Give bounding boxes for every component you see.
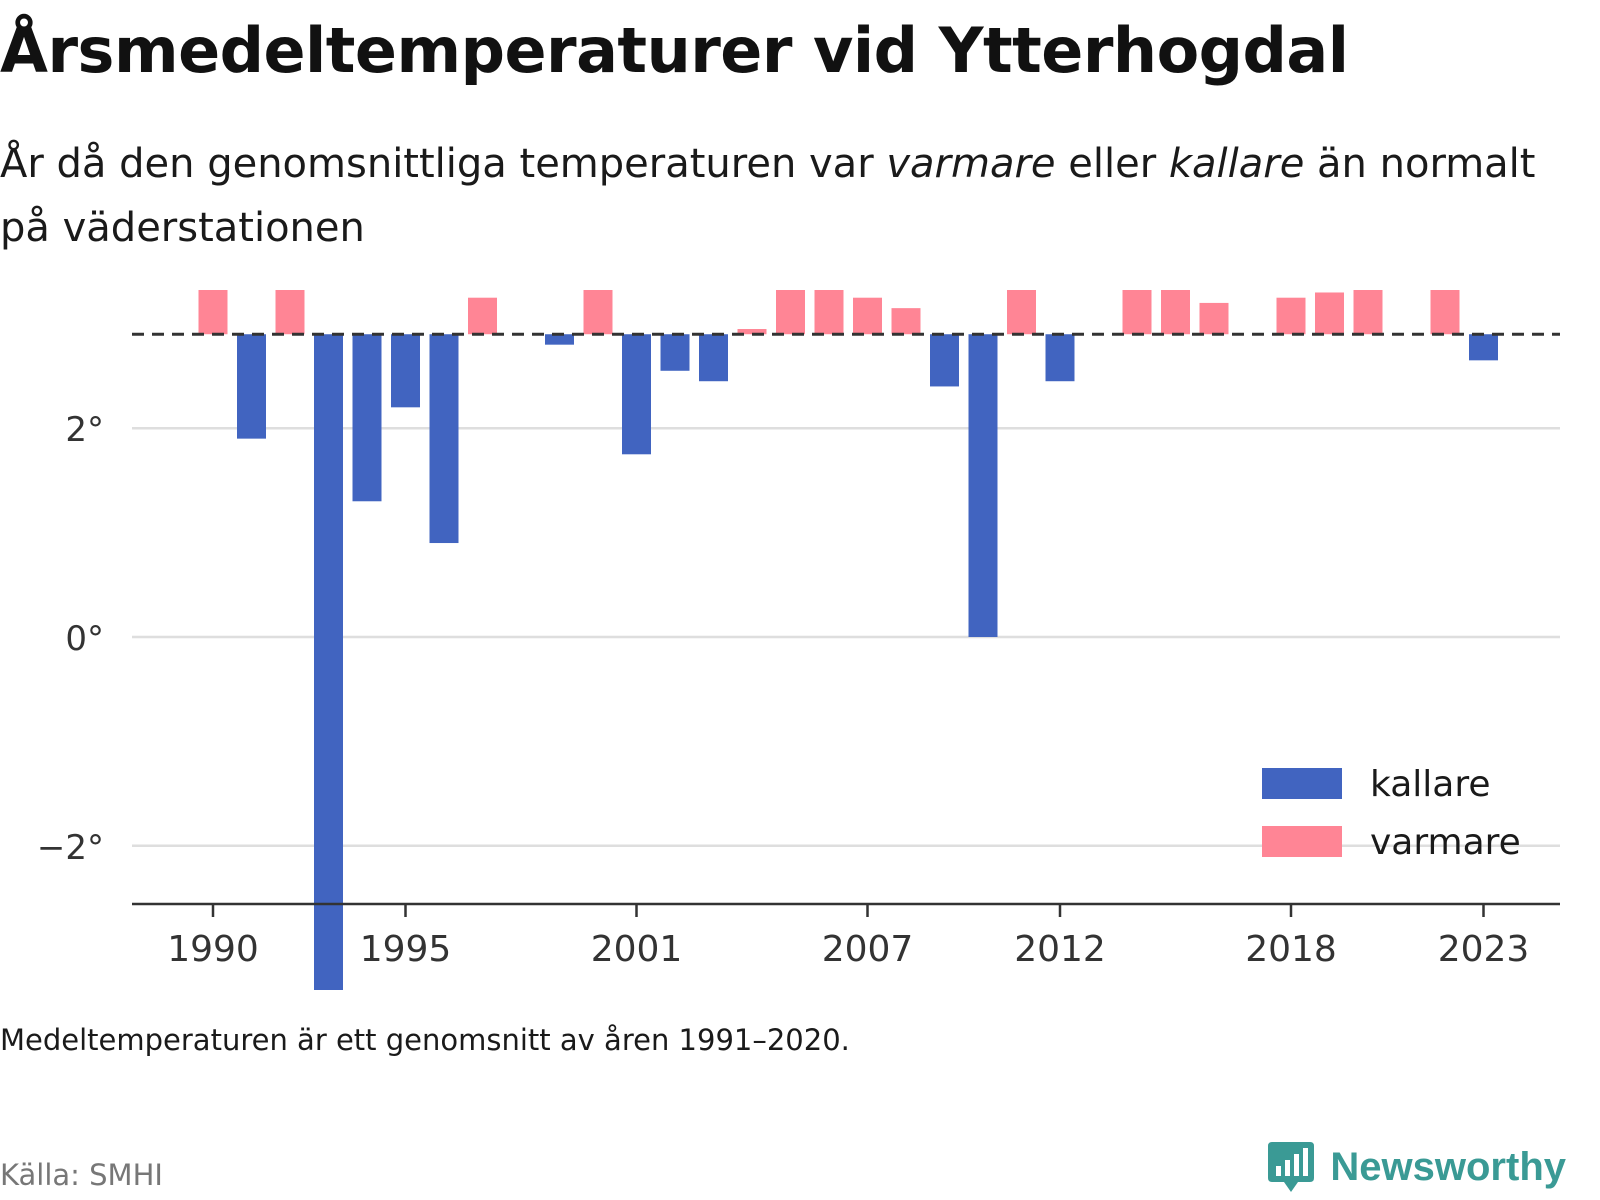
bar-2008: [891, 308, 921, 335]
bar-2012: [1045, 334, 1075, 382]
x-tick-label: 2001: [591, 929, 683, 970]
bar-1996: [429, 334, 459, 544]
bar-2014: [1122, 290, 1152, 335]
bar-1990: [198, 290, 228, 335]
x-tick-label: 2012: [1014, 929, 1106, 970]
x-axis-ticks: 1990 1995 2001 2007 2012 2018 2023: [167, 904, 1529, 970]
chart-subtitle: År då den genomsnittliga temperaturen va…: [0, 132, 1560, 260]
legend-label-kallare: kallare: [1370, 764, 1491, 805]
legend-label-varmare: varmare: [1370, 822, 1521, 863]
bar-2009: [930, 334, 959, 387]
y-tick-label: −2°: [37, 828, 104, 868]
subtitle-part1: År då den genomsnittliga temperaturen va…: [0, 141, 887, 187]
bar-1991: [237, 334, 266, 439]
newsworthy-logo: Newsworthy: [1266, 1138, 1566, 1196]
y-tick-label: 2°: [65, 410, 104, 450]
source-label: Källa: SMHI: [0, 1158, 163, 1192]
bar-2003: [699, 334, 728, 382]
subtitle-part2: eller: [1055, 141, 1169, 187]
x-tick-label: 1990: [167, 929, 259, 970]
legend-swatch-varmare: [1262, 826, 1342, 857]
bar-2015: [1161, 290, 1190, 335]
subtitle-warm-word: varmare: [886, 141, 1056, 187]
bar-1992: [275, 290, 305, 335]
y-axis-ticks: 6°4°2°0°−2°−4°: [37, 410, 104, 868]
x-tick-label: 2007: [822, 929, 914, 970]
chart-title: Årsmedeltemperaturer vid Ytterhogdal: [0, 14, 1349, 87]
bar-2019: [1315, 292, 1344, 335]
bar-2005: [776, 290, 805, 335]
x-tick-label: 2018: [1245, 929, 1337, 970]
bar-2018: [1276, 297, 1306, 335]
newsworthy-chart-icon: [1268, 1142, 1315, 1192]
bar-1995: [391, 334, 420, 408]
bar-2010: [968, 334, 998, 637]
brand-name: Newsworthy: [1330, 1144, 1566, 1189]
bar-2007: [853, 297, 882, 335]
bar-2011: [1007, 290, 1036, 335]
x-tick-label: 1995: [360, 929, 452, 970]
subtitle-cold-word: kallare: [1168, 141, 1305, 187]
bar-2000: [583, 290, 613, 335]
bar-2022: [1430, 290, 1460, 335]
bar-2016: [1199, 302, 1229, 335]
bar-2001: [622, 334, 651, 455]
bars: [198, 290, 1498, 990]
footnote: Medeltemperaturen är ett genomsnitt av å…: [0, 1023, 850, 1057]
x-tick-label: 2023: [1438, 929, 1530, 970]
bar-2006: [814, 290, 844, 335]
bar-1994: [352, 334, 382, 502]
grid-lines: [132, 426, 1560, 848]
legend: kallare varmare: [1262, 764, 1521, 863]
bar-2002: [660, 334, 690, 371]
bar-2004: [737, 329, 767, 335]
temperature-bar-chart: 6°4°2°0°−2°−4° 1990199520012007201220182…: [37, 290, 1560, 990]
bar-1993: [314, 334, 343, 990]
bar-1999: [545, 334, 574, 345]
bar-1997: [468, 297, 497, 335]
bar-2023: [1469, 334, 1498, 361]
legend-swatch-kallare: [1262, 768, 1342, 799]
bar-2020: [1353, 290, 1383, 335]
y-tick-label: 0°: [65, 619, 104, 659]
subtitle-part3: än normalt på väderstationen: [0, 141, 1536, 251]
